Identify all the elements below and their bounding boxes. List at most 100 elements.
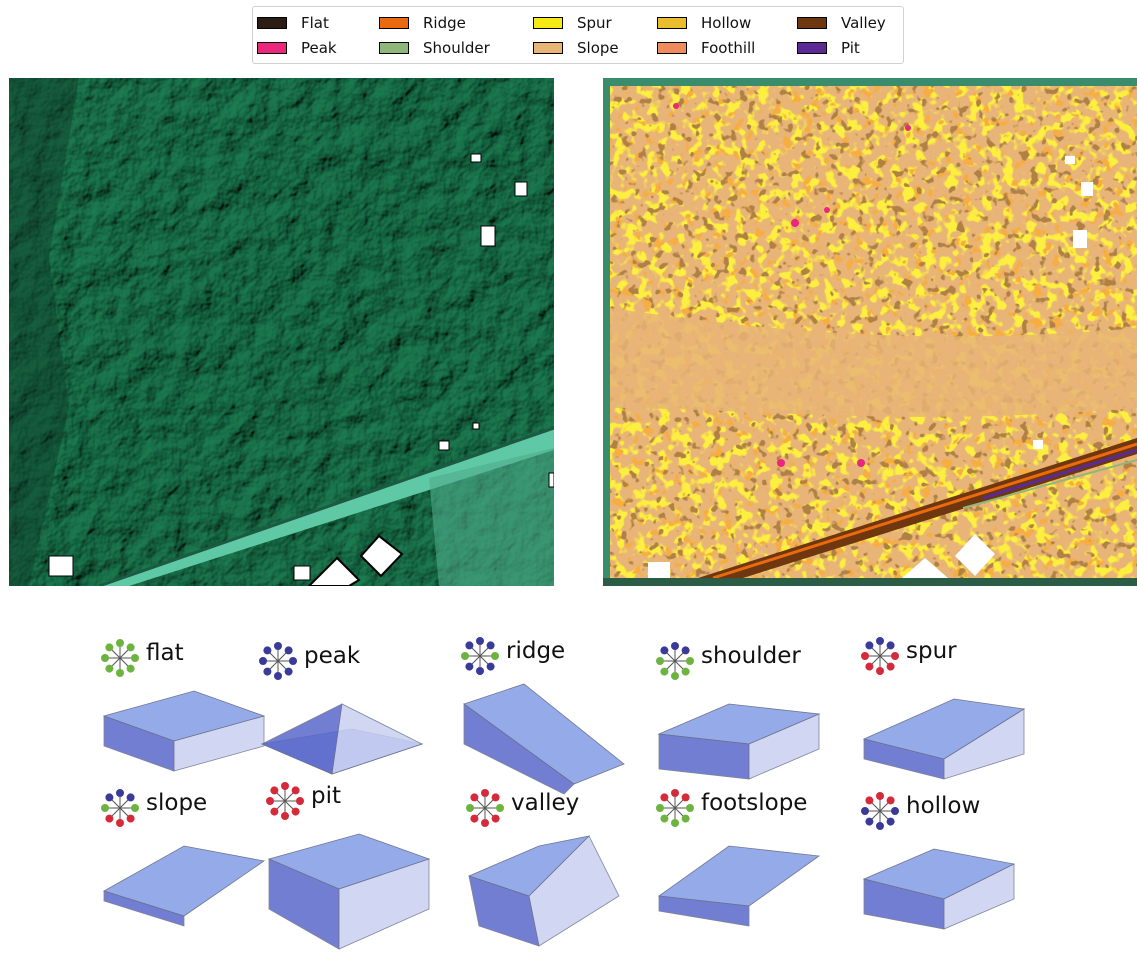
legend-item-peak: Peak [257, 38, 337, 58]
footslope-block-diagram [657, 845, 821, 927]
pattern-dot [131, 654, 139, 662]
pit-pattern-icon [266, 782, 304, 820]
pattern-dot [126, 643, 135, 652]
nodata-patch [438, 440, 450, 451]
spur-pattern-icon [861, 637, 899, 675]
peak-block-diagram [260, 703, 424, 775]
nodata-patch [293, 565, 311, 581]
pattern-dot [274, 642, 282, 650]
pattern-dot [296, 797, 304, 805]
pit-label: pit [311, 783, 342, 809]
landform-road-pit [982, 448, 1137, 500]
legend-item-hollow: Hollow [657, 13, 751, 33]
nodata-patch [472, 422, 480, 430]
peak-pattern-icon [259, 642, 297, 680]
pattern-dot [284, 667, 293, 676]
pattern-dot [891, 652, 899, 660]
pattern-dot [681, 646, 690, 655]
pattern-dot [291, 807, 300, 816]
pattern-dot [671, 642, 679, 650]
legend-label: Slope [577, 39, 619, 57]
pattern-dot [105, 664, 114, 673]
landform-peak [857, 459, 865, 467]
pattern-dot [270, 807, 279, 816]
pattern-dot [660, 814, 669, 823]
pattern-dot [876, 792, 884, 800]
pattern-dot [289, 657, 297, 665]
legend-label: Spur [577, 14, 612, 32]
spur-label: spur [906, 638, 957, 664]
hillshade-road-edge [98, 426, 554, 586]
pattern-dot [116, 789, 124, 797]
pattern-dot [481, 789, 489, 797]
pattern-dot [660, 667, 669, 676]
landform-road-valley [698, 438, 1137, 578]
pattern-dot [476, 667, 484, 675]
legend-label: Peak [301, 39, 337, 57]
pattern-dot [681, 667, 690, 676]
pattern-dot [876, 822, 884, 830]
block-face [658, 895, 750, 927]
slope-block-diagram [102, 845, 266, 927]
landform-peak [791, 219, 799, 227]
landform-peak [905, 125, 911, 131]
pattern-dot [105, 814, 114, 823]
pattern-dot [876, 637, 884, 645]
pattern-dot [886, 796, 895, 805]
flat-block-diagram [102, 690, 266, 772]
valley-pattern-icon [466, 789, 504, 827]
pattern-dot [671, 819, 679, 827]
flat-pattern-icon [101, 639, 139, 677]
pattern-dot [681, 793, 690, 802]
block-face [943, 708, 1025, 780]
pattern-dot [865, 817, 874, 826]
pattern-dot [861, 652, 869, 660]
pattern-dot [491, 652, 499, 660]
pattern-dot [466, 804, 474, 812]
pattern-dot [671, 672, 679, 680]
pattern-dot [116, 639, 124, 647]
nodata-patch [48, 555, 74, 577]
landform-peak [777, 459, 785, 467]
pattern-dot [266, 797, 274, 805]
legend-swatch [657, 17, 687, 29]
nodata-patch [1073, 230, 1087, 248]
pattern-dot [274, 672, 282, 680]
shoulder-pattern-icon [656, 642, 694, 680]
pattern-dot [105, 643, 114, 652]
spur-block-diagram [862, 698, 1026, 780]
legend-label: Ridge [423, 14, 466, 32]
pattern-dot [671, 789, 679, 797]
landform-map-border [603, 578, 1137, 586]
landform-road-ridge [712, 442, 1137, 580]
pattern-dot [656, 657, 664, 665]
footslope-label: footslope [701, 790, 808, 816]
ridge-pattern-icon [461, 637, 499, 675]
pattern-dot [865, 796, 874, 805]
legend-label: Valley [841, 14, 886, 32]
legend-item-flat: Flat [257, 13, 329, 33]
nodata-patch [359, 534, 404, 578]
pattern-dot [105, 793, 114, 802]
legend-item-slope: Slope [533, 38, 619, 58]
landform-peak [824, 207, 830, 213]
pattern-dot [101, 804, 109, 812]
pattern-dot [126, 664, 135, 673]
pattern-dot [281, 782, 289, 790]
pattern-dot [131, 804, 139, 812]
legend-swatch [257, 42, 287, 54]
pattern-dot [116, 669, 124, 677]
nodata-patch [648, 562, 670, 578]
slope-label: slope [146, 790, 208, 816]
legend-swatch [379, 42, 409, 54]
pattern-dot [116, 819, 124, 827]
ridge-block-diagram [463, 683, 625, 795]
hillshade-image [9, 78, 554, 586]
block-face [463, 703, 575, 795]
hollow-label: hollow [906, 793, 981, 819]
block-face [261, 703, 343, 775]
legend-swatch [797, 17, 827, 29]
valley-label: valley [511, 790, 580, 816]
hollow-pattern-icon [861, 792, 899, 830]
nodata-patch [955, 534, 995, 576]
